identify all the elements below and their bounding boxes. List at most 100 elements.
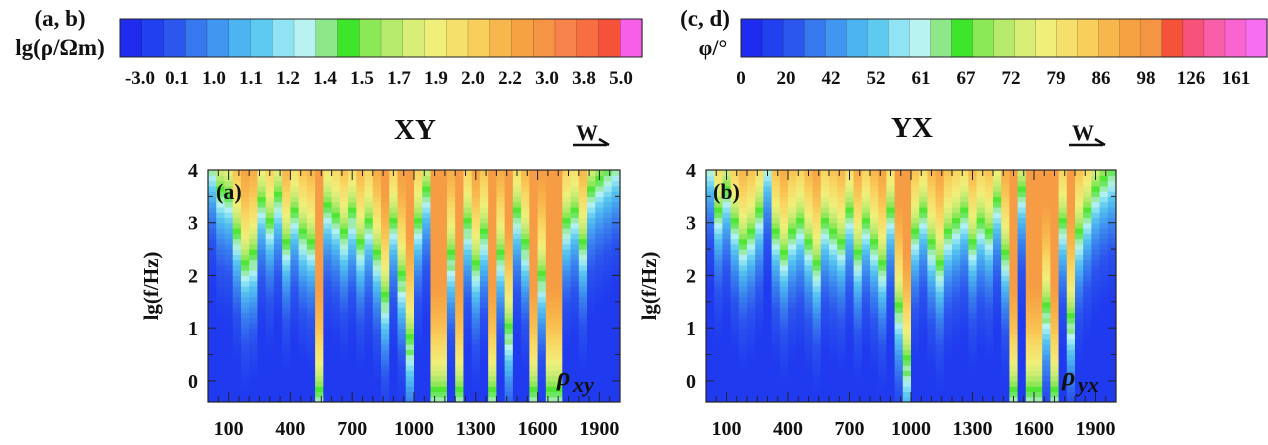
heatmap-column — [562, 170, 572, 402]
heatmap-cell — [755, 170, 764, 176]
heatmap-cell — [306, 175, 316, 182]
heatmap-cell — [837, 312, 846, 319]
heatmap-cell — [595, 322, 605, 329]
heatmap-cell — [894, 296, 904, 303]
heatmap-cell — [1083, 201, 1092, 208]
heatmap-cell — [1009, 222, 1019, 229]
heatmap-cell — [282, 264, 291, 271]
heatmap-cell — [224, 338, 234, 345]
heatmap-cell — [364, 370, 374, 377]
heatmap-cell — [257, 301, 267, 308]
heatmap-cell — [422, 275, 432, 282]
heatmap-cell — [430, 275, 440, 282]
heatmap-cell — [960, 296, 969, 303]
heatmap-cell — [298, 185, 308, 192]
heatmap-cell — [1107, 180, 1116, 187]
heatmap-cell — [960, 386, 969, 393]
heatmap-cell — [488, 243, 497, 250]
heatmap-cell — [1050, 249, 1060, 255]
heatmap-cell — [405, 259, 415, 266]
heatmap-cell — [968, 333, 978, 340]
heatmap-cell — [232, 370, 242, 377]
heatmap-cell — [422, 259, 432, 266]
heatmap-cell — [249, 254, 259, 261]
heatmap-cell — [730, 349, 740, 356]
heatmap-cell — [611, 286, 620, 292]
heatmap-cell — [1099, 201, 1109, 208]
heatmap-cell — [356, 264, 366, 271]
heatmap-column — [943, 170, 953, 402]
heatmap-cell — [861, 307, 871, 313]
heatmap-cell — [587, 243, 596, 250]
heatmap-cell — [455, 233, 465, 240]
heatmap-cell — [1001, 380, 1010, 387]
heatmap-cell — [1017, 365, 1027, 371]
heatmap-cell — [529, 344, 539, 350]
heatmap-cell — [603, 349, 613, 356]
heatmap-cell — [488, 238, 497, 245]
heatmap-cell — [984, 191, 994, 197]
heatmap-cell — [714, 365, 723, 371]
heatmap-cell — [397, 301, 407, 308]
colorbar-right-swatch — [951, 18, 974, 58]
heatmap-cell — [927, 206, 937, 213]
heatmap-cell — [587, 270, 596, 277]
heatmap-cell — [837, 328, 846, 335]
heatmap-cell — [265, 249, 275, 255]
heatmap-cell — [381, 259, 390, 266]
heatmap-cell — [747, 391, 756, 398]
heatmap-cell — [595, 280, 605, 287]
heatmap-cell — [364, 170, 374, 176]
heatmap-cell — [771, 175, 781, 182]
heatmap-cell — [837, 264, 846, 271]
heatmap-cell — [290, 365, 300, 371]
heatmap-cell — [853, 233, 863, 240]
heatmap-cell — [984, 249, 994, 255]
heatmap-cell — [496, 191, 506, 197]
heatmap-cell — [870, 191, 879, 197]
heatmap-cell — [829, 312, 838, 319]
heatmap-cell — [853, 312, 863, 319]
heatmap-cell — [562, 307, 572, 313]
heatmap-cell — [714, 243, 723, 250]
heatmap-cell — [779, 185, 789, 192]
heatmap-cell — [861, 185, 871, 192]
heatmap-cell — [430, 349, 440, 356]
heatmap-cell — [853, 344, 863, 350]
heatmap-cell — [603, 196, 613, 203]
heatmap-cell — [952, 344, 961, 350]
heatmap-cell — [1107, 233, 1116, 240]
heatmap-cell — [537, 275, 547, 282]
heatmap-cell — [1009, 212, 1019, 219]
heatmap-cell — [993, 270, 1002, 277]
heatmap-cell — [273, 217, 283, 224]
heatmap-cell — [722, 196, 732, 203]
heatmap-cell — [730, 249, 740, 255]
heatmap-cell — [570, 354, 580, 361]
heatmap-cell — [820, 317, 830, 324]
heatmap-cell — [422, 286, 432, 292]
heatmap-column — [878, 170, 887, 402]
heatmap-cell — [1107, 238, 1116, 245]
heatmap-cell — [290, 317, 300, 324]
heatmap-cell — [1091, 222, 1101, 229]
heatmap-cell — [232, 286, 242, 292]
heatmap-cell — [414, 228, 423, 234]
heatmap-cell — [273, 212, 283, 219]
heatmap-cell — [562, 333, 572, 340]
heatmap-cell — [1075, 301, 1084, 308]
heatmap-cell — [952, 296, 961, 303]
heatmap-cell — [993, 249, 1002, 255]
heatmap-cell — [1099, 307, 1109, 313]
colorbar-right-swatch — [930, 18, 953, 58]
heatmap-cell — [216, 286, 226, 292]
heatmap-cell — [298, 222, 308, 229]
heatmap-cell — [240, 191, 250, 197]
heatmap-cell — [414, 301, 423, 308]
heatmap-cell — [331, 375, 341, 382]
heatmap-cell — [1107, 322, 1116, 329]
heatmap-cell — [257, 317, 267, 324]
heatmap-cell — [870, 217, 879, 224]
heatmap-cell — [438, 191, 448, 197]
heatmap-cell — [587, 254, 596, 261]
